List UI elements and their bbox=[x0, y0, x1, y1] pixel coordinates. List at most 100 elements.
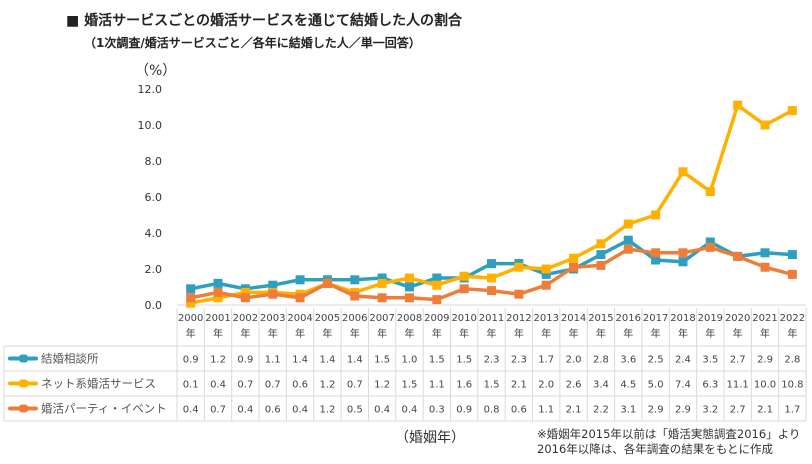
y-tick-label: 4.0 bbox=[145, 227, 163, 240]
legend-label: 結婚相談所 bbox=[41, 352, 99, 366]
data-point bbox=[514, 289, 524, 299]
data-point bbox=[623, 219, 633, 229]
data-point bbox=[487, 259, 497, 269]
x-tick-label: 2009 bbox=[424, 313, 449, 324]
data-point bbox=[432, 280, 442, 290]
y-tick-label: 0.0 bbox=[145, 299, 163, 312]
data-point bbox=[760, 248, 770, 258]
data-point bbox=[268, 280, 278, 290]
data-table-cell: 0.7 bbox=[347, 380, 363, 391]
data-table-cell: 0.8 bbox=[484, 405, 500, 416]
data-point bbox=[213, 278, 223, 288]
x-tick-suffix: 年 bbox=[541, 327, 551, 340]
x-tick-label: 2012 bbox=[506, 313, 531, 324]
data-point bbox=[678, 257, 688, 267]
x-tick-label: 2005 bbox=[315, 313, 340, 324]
data-table-cell: 2.7 bbox=[730, 405, 746, 416]
data-point bbox=[596, 250, 606, 260]
data-table-cell: 0.4 bbox=[237, 405, 253, 416]
data-point bbox=[322, 278, 332, 288]
data-table-cell: 1.4 bbox=[292, 355, 308, 366]
x-tick-label: 2018 bbox=[670, 313, 695, 324]
data-table-cell: 3.6 bbox=[620, 355, 636, 366]
data-table-cell: 2.9 bbox=[648, 405, 664, 416]
x-tick-label: 2021 bbox=[752, 313, 777, 324]
x-tick-suffix: 年 bbox=[350, 327, 360, 340]
x-tick-label: 2007 bbox=[369, 313, 394, 324]
data-point bbox=[541, 269, 551, 279]
data-table-cell: 2.1 bbox=[757, 405, 773, 416]
x-tick-label: 2008 bbox=[397, 313, 422, 324]
data-table-cell: 0.4 bbox=[210, 380, 226, 391]
data-table-cell: 2.3 bbox=[484, 355, 500, 366]
y-tick-label: 12.0 bbox=[138, 83, 163, 96]
data-table-cell: 1.2 bbox=[319, 405, 335, 416]
footnote-line: 2016年以降は、各年調査の結果をもとに作成 bbox=[537, 442, 774, 456]
x-tick-suffix: 年 bbox=[678, 327, 688, 340]
x-tick-label: 2010 bbox=[451, 313, 476, 324]
data-point bbox=[268, 289, 278, 299]
y-tick-label: 2.0 bbox=[145, 263, 163, 276]
data-point bbox=[623, 244, 633, 254]
x-axis-label: （婚姻年） bbox=[395, 430, 465, 446]
data-table-cell: 1.5 bbox=[429, 355, 445, 366]
data-point bbox=[760, 262, 770, 272]
data-point bbox=[377, 273, 387, 283]
data-table-cell: 3.2 bbox=[702, 405, 718, 416]
x-tick-label: 2002 bbox=[233, 313, 258, 324]
data-table-cell: 0.9 bbox=[183, 355, 199, 366]
footnote-line: ※婚姻年2015年以前は「婚活実態調査2016」より bbox=[537, 427, 801, 441]
data-point bbox=[596, 260, 606, 270]
y-axis-label: （%） bbox=[135, 63, 177, 79]
data-point bbox=[514, 262, 524, 272]
data-point bbox=[404, 273, 414, 283]
data-table-cell: 10.0 bbox=[754, 380, 776, 391]
data-point bbox=[596, 239, 606, 249]
data-table-cell: 0.6 bbox=[292, 380, 308, 391]
x-tick-label: 2011 bbox=[479, 313, 504, 324]
x-tick-suffix: 年 bbox=[760, 327, 770, 340]
x-tick-suffix: 年 bbox=[733, 327, 743, 340]
data-table-cell: 1.1 bbox=[429, 380, 445, 391]
data-point bbox=[678, 167, 688, 177]
data-table-cell: 6.3 bbox=[702, 380, 718, 391]
x-tick-suffix: 年 bbox=[322, 327, 332, 340]
data-table-cell: 1.2 bbox=[319, 380, 335, 391]
data-point bbox=[487, 286, 497, 296]
data-point bbox=[350, 275, 360, 285]
data-point bbox=[760, 120, 770, 130]
x-tick-suffix: 年 bbox=[268, 327, 278, 340]
data-table-cell: 2.7 bbox=[730, 355, 746, 366]
data-point bbox=[487, 273, 497, 283]
data-table-cell: 0.4 bbox=[183, 405, 199, 416]
data-table-cell: 1.4 bbox=[319, 355, 335, 366]
x-tick-suffix: 年 bbox=[705, 327, 715, 340]
data-table-cell: 2.9 bbox=[757, 355, 773, 366]
data-point bbox=[705, 187, 715, 197]
x-tick-suffix: 年 bbox=[623, 327, 633, 340]
data-table-cell: 0.5 bbox=[347, 405, 363, 416]
data-table-cell: 0.6 bbox=[511, 405, 527, 416]
x-tick-label: 2014 bbox=[561, 313, 586, 324]
data-table-cell: 2.8 bbox=[784, 355, 800, 366]
y-tick-label: 8.0 bbox=[145, 155, 163, 168]
x-tick-label: 2001 bbox=[205, 313, 230, 324]
data-table-cell: 3.4 bbox=[593, 380, 609, 391]
data-table-cell: 0.4 bbox=[292, 405, 308, 416]
data-point bbox=[432, 295, 442, 305]
data-table-cell: 0.7 bbox=[237, 380, 253, 391]
data-point bbox=[295, 293, 305, 303]
data-point bbox=[240, 287, 250, 297]
x-tick-label: 2006 bbox=[342, 313, 367, 324]
data-table-cell: 2.0 bbox=[538, 380, 554, 391]
legend-marker bbox=[19, 379, 28, 388]
data-table-cell: 10.8 bbox=[781, 380, 803, 391]
data-table-cell: 1.5 bbox=[402, 380, 418, 391]
data-point bbox=[186, 298, 196, 308]
x-tick-suffix: 年 bbox=[295, 327, 305, 340]
data-point bbox=[377, 278, 387, 288]
data-point bbox=[186, 284, 196, 294]
data-table-cell: 1.1 bbox=[265, 355, 281, 366]
